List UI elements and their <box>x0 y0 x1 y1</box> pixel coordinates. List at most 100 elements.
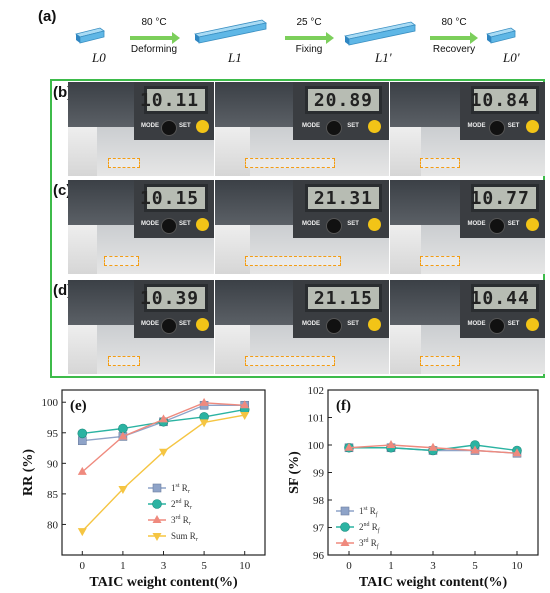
caliper-jaw <box>68 325 98 374</box>
legend-marker <box>152 483 162 493</box>
caliper-display: 10.44 <box>470 284 539 313</box>
legend-marker <box>340 522 350 532</box>
caliper-jaw <box>390 325 421 374</box>
legend-marker <box>152 533 162 541</box>
x-tick-label: 0 <box>80 560 86 572</box>
mode-button-icon <box>489 218 506 234</box>
data-point <box>77 466 87 475</box>
step-2-action: Fixing <box>295 44 323 55</box>
data-point <box>428 442 438 451</box>
data-point <box>159 414 168 423</box>
mode-label: MODE <box>467 321 486 327</box>
y-tick-label: 98 <box>313 495 325 507</box>
legend-label: 3rd Rf <box>359 538 380 550</box>
x-tick-label: 3 <box>430 560 436 572</box>
sample-highlight-box <box>420 256 461 266</box>
legend-label: 3rd Rr <box>171 515 192 527</box>
data-point <box>470 445 480 454</box>
sample-highlight-box <box>245 356 336 366</box>
set-label: SET <box>178 123 191 129</box>
caliper-display: 20.89 <box>305 86 383 115</box>
panel-a-label: (a) <box>38 8 57 25</box>
y-tick-label: 80 <box>47 519 59 531</box>
caliper-display: 10.84 <box>470 86 539 115</box>
caliper-photo: 10.39 MODE SET <box>68 280 214 374</box>
mode-button-icon <box>161 120 178 136</box>
mode-label: MODE <box>141 123 159 129</box>
caliper-photo: 20.89 MODE SET <box>215 82 389 176</box>
bar-l1-icon <box>194 19 267 44</box>
mode-button-icon <box>489 120 506 136</box>
y-tick-label: 97 <box>313 523 325 535</box>
sample-highlight-box <box>104 256 140 266</box>
legend: 1st Rf 2nd Rf 3rd Rf <box>336 506 381 550</box>
mode-label: MODE <box>302 321 320 327</box>
legend-label: Sum Rr <box>171 531 199 543</box>
mode-button-icon <box>161 218 178 234</box>
caliper-ruler <box>215 280 294 326</box>
x-tick-label: 5 <box>201 560 207 572</box>
set-label: SET <box>507 221 520 227</box>
x-tick-label: 5 <box>472 560 478 572</box>
legend-label: 1st Rf <box>359 506 379 518</box>
chart-f: 96 97 98 99 100 101 102 0 1 3 5 10 SF (%) TAIC weight… <box>287 385 539 590</box>
data-point <box>199 397 209 406</box>
caliper-photo: 10.84 MODE SET <box>390 82 545 176</box>
series-3 <box>77 397 250 475</box>
data-point <box>386 440 396 448</box>
caliper-jaw <box>390 127 421 176</box>
data-point <box>199 419 209 428</box>
panel-label: (f) <box>336 398 351 414</box>
set-button-icon <box>368 120 382 133</box>
y-tick-label: 101 <box>308 413 325 425</box>
caliper-display: 10.15 <box>140 184 209 213</box>
caliper-photo: 10.77 MODE SET <box>390 180 545 274</box>
y-tick-label: 100 <box>308 440 325 452</box>
caliper-jaw <box>215 127 250 176</box>
set-label: SET <box>347 221 359 227</box>
series-line <box>81 402 245 473</box>
caliper-jaw <box>68 127 98 176</box>
caliper-display: 10.11 <box>140 86 209 115</box>
data-point <box>512 448 522 457</box>
sample-highlight-box <box>108 356 141 366</box>
legend-marker <box>152 515 162 523</box>
legend-marker <box>340 538 350 546</box>
step-1-action: Deforming <box>130 44 178 55</box>
sample-highlight-box <box>108 158 141 168</box>
caliper-ruler <box>68 180 134 226</box>
set-button-icon <box>368 318 382 331</box>
caliper-photo: 10.15 MODE SET <box>68 180 214 274</box>
y-tick-label: 99 <box>313 468 325 480</box>
data-point <box>118 431 128 440</box>
x-tick-label: 1 <box>388 560 394 572</box>
data-point <box>77 428 88 439</box>
series-sum <box>77 412 250 537</box>
x-tick-label: 0 <box>346 560 352 572</box>
legend-marker <box>152 499 162 509</box>
mode-label: MODE <box>302 123 320 129</box>
caliper-display: 10.77 <box>470 184 539 213</box>
set-button-icon <box>196 218 210 231</box>
caliper-jaw <box>215 225 250 274</box>
set-button-icon <box>526 218 540 231</box>
bar-l0-icon <box>75 27 105 44</box>
set-button-icon <box>196 318 210 331</box>
panel-label: (e) <box>70 398 87 414</box>
y-tick-label: 90 <box>47 458 59 470</box>
step-3-temp: 80 °C <box>441 17 467 28</box>
caliper-ruler <box>390 82 460 128</box>
legend-label: 2nd Rr <box>171 499 193 511</box>
caliper-photo: 21.31 MODE SET <box>215 180 389 274</box>
set-button-icon <box>526 120 540 133</box>
caliper-display: 21.31 <box>305 184 383 213</box>
mode-button-icon <box>489 318 506 334</box>
mode-button-icon <box>326 120 343 136</box>
caliper-jaw <box>390 225 421 274</box>
x-tick-label: 1 <box>120 560 126 572</box>
set-button-icon <box>526 318 540 331</box>
arrow-3-icon <box>430 32 478 44</box>
set-label: SET <box>347 123 359 129</box>
chart-e: 80 85 90 95 100 0 1 3 5 10 RR (%) TAIC weight conte… <box>21 389 266 590</box>
arrow-2-icon <box>285 32 334 44</box>
